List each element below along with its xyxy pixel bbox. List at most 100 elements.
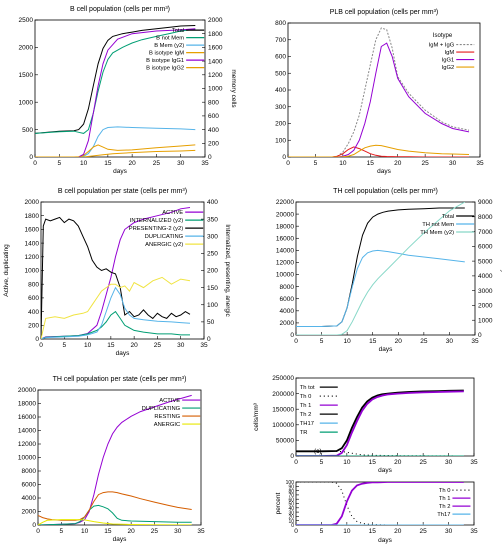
y-tick-label: 1000 — [19, 99, 34, 106]
legend-label: TH Mem (y2) — [420, 230, 454, 236]
y-tick-label: 0 — [29, 154, 33, 161]
y-tick-label: 250000 — [272, 375, 294, 382]
y-tick-label: 14000 — [276, 248, 294, 255]
y-tick-label: 10000 — [18, 455, 36, 462]
chart-title: PLB cell population (cells per mm³) — [330, 9, 439, 16]
x-tick-label: 25 — [420, 338, 428, 345]
legend-label: TR — [300, 430, 308, 436]
y-tick-label: 20000 — [276, 211, 294, 218]
series-line — [296, 390, 464, 456]
legend-label: Th 2 — [300, 412, 312, 418]
y-tick-label: 400 — [275, 87, 286, 94]
y2-tick-label: 8000 — [478, 214, 493, 221]
x-tick-label: 0 — [33, 160, 37, 167]
chart-title: B cell population (cells per mm³) — [70, 6, 170, 13]
y-tick-label: 200 — [28, 323, 39, 330]
legend-label: B isotype IgG2 — [146, 66, 184, 72]
series-line — [38, 519, 192, 525]
series-line — [296, 482, 464, 525]
y-tick-label: 150000 — [272, 406, 294, 413]
legend-label: Th 1 — [439, 496, 451, 502]
y-tick-label: 400 — [28, 309, 39, 316]
y2-tick-label: 0 — [478, 332, 482, 339]
legend: ACTIVE INTERNALIZED (y2) PRESENTING-2 (y2)… — [129, 210, 204, 248]
legend-label: B not Mem — [156, 36, 184, 42]
series-line — [288, 146, 469, 157]
y-tick-label: 500 — [275, 70, 286, 77]
y2-tick-label: 1400 — [208, 58, 223, 65]
x-tick-label: 10 — [343, 459, 351, 466]
y-tick-label: 22000 — [276, 199, 294, 206]
y-axis-label: cells/mm³ — [253, 402, 260, 431]
legend-label: B isotype IgG1 — [146, 58, 184, 64]
y-tick-label: 1400 — [25, 240, 40, 247]
y2-tick-label: 400 — [208, 127, 219, 134]
series-line — [288, 144, 470, 157]
chart-title: TH cell population (cells per mm³) — [333, 188, 438, 195]
x-axis-label: days — [113, 168, 127, 175]
x-tick-label: 10 — [344, 338, 352, 345]
x-tick-label: 10 — [343, 528, 351, 535]
y-tick-label: 50 — [288, 502, 294, 508]
y-tick-label: 4000 — [22, 495, 37, 502]
x-tick-label: 30 — [445, 459, 453, 466]
x-axis-label: days — [378, 537, 392, 544]
x-tick-label: 10 — [84, 342, 92, 349]
chart-panel-2: PLB cell population (cells per mm³) 0 5 10 1… — [275, 9, 484, 175]
legend-label: Total — [172, 28, 184, 34]
y2-tick-label: 1000 — [478, 317, 493, 324]
legend-label: IgG1 — [442, 58, 455, 64]
x-tick-label: 20 — [394, 459, 402, 466]
y2-axis-label: memory cells — [230, 69, 237, 108]
y-tick-label: 0 — [35, 336, 39, 343]
y2-tick-label: 200 — [208, 141, 219, 148]
legend-label: ACTIVE — [162, 210, 183, 216]
x-tick-label: 35 — [476, 160, 484, 167]
legend-label: PRESENTING-2 (y2) — [129, 226, 184, 232]
legend-label: DUPLICATING — [145, 234, 184, 240]
x-tick-label: 15 — [369, 338, 377, 345]
x-tick-label: 35 — [197, 528, 205, 535]
y-tick-label: 600 — [28, 295, 39, 302]
y-tick-label: 2500 — [19, 17, 34, 24]
x-axis-label: days — [116, 350, 130, 357]
y-tick-label: 8000 — [22, 468, 37, 475]
chart-panel-4: TH cell population (cells per mm³) 0 5 10 15… — [276, 188, 502, 353]
legend-label: IgG2 — [442, 65, 455, 71]
legend-label: B Mem (y2) — [154, 43, 184, 49]
x-tick-label: 15 — [369, 528, 377, 535]
y-tick-label: 6000 — [22, 482, 37, 489]
legend-label: IgM — [445, 50, 455, 56]
x-tick-label: 25 — [154, 342, 162, 349]
series-line — [38, 504, 192, 525]
legend-label: Th17 — [437, 512, 450, 518]
chart-panel-6: 0 5 10 15 20 25 30 35 days 0 50000 100000 150000 2000… — [253, 375, 478, 474]
panel-annotation: (c) — [314, 448, 322, 455]
x-tick-label: 35 — [470, 528, 478, 535]
legend-label: B isotype IgM — [149, 51, 184, 57]
series-line — [41, 216, 191, 339]
x-tick-label: 20 — [395, 338, 403, 345]
legend-label: RESTING — [154, 414, 180, 420]
y2-tick-label: 7000 — [478, 229, 493, 236]
x-tick-label: 15 — [369, 459, 377, 466]
x-tick-label: 15 — [367, 160, 375, 167]
legend-label: INTERNALIZED (y2) — [130, 218, 184, 224]
y-tick-label: 40 — [288, 506, 294, 512]
y-tick-label: 80 — [288, 489, 294, 495]
x-tick-label: 35 — [470, 459, 478, 466]
y-axis-label: percent — [275, 492, 282, 514]
y-tick-label: 0 — [290, 332, 294, 339]
y2-tick-label: 6000 — [478, 244, 493, 251]
series-line — [35, 28, 196, 134]
plot-frame — [295, 377, 475, 457]
x-tick-label: 0 — [294, 338, 298, 345]
chart-panel-5: TH cell population per state (cells per … — [18, 376, 205, 543]
y-tick-label: 18000 — [276, 223, 294, 230]
y-tick-label: 0 — [291, 523, 294, 529]
chart-panel-7: 0 5 10 15 20 25 30 35days0102030405060708090100… — [275, 480, 478, 544]
y-tick-label: 2000 — [22, 509, 37, 516]
y-tick-label: 0 — [282, 154, 286, 161]
